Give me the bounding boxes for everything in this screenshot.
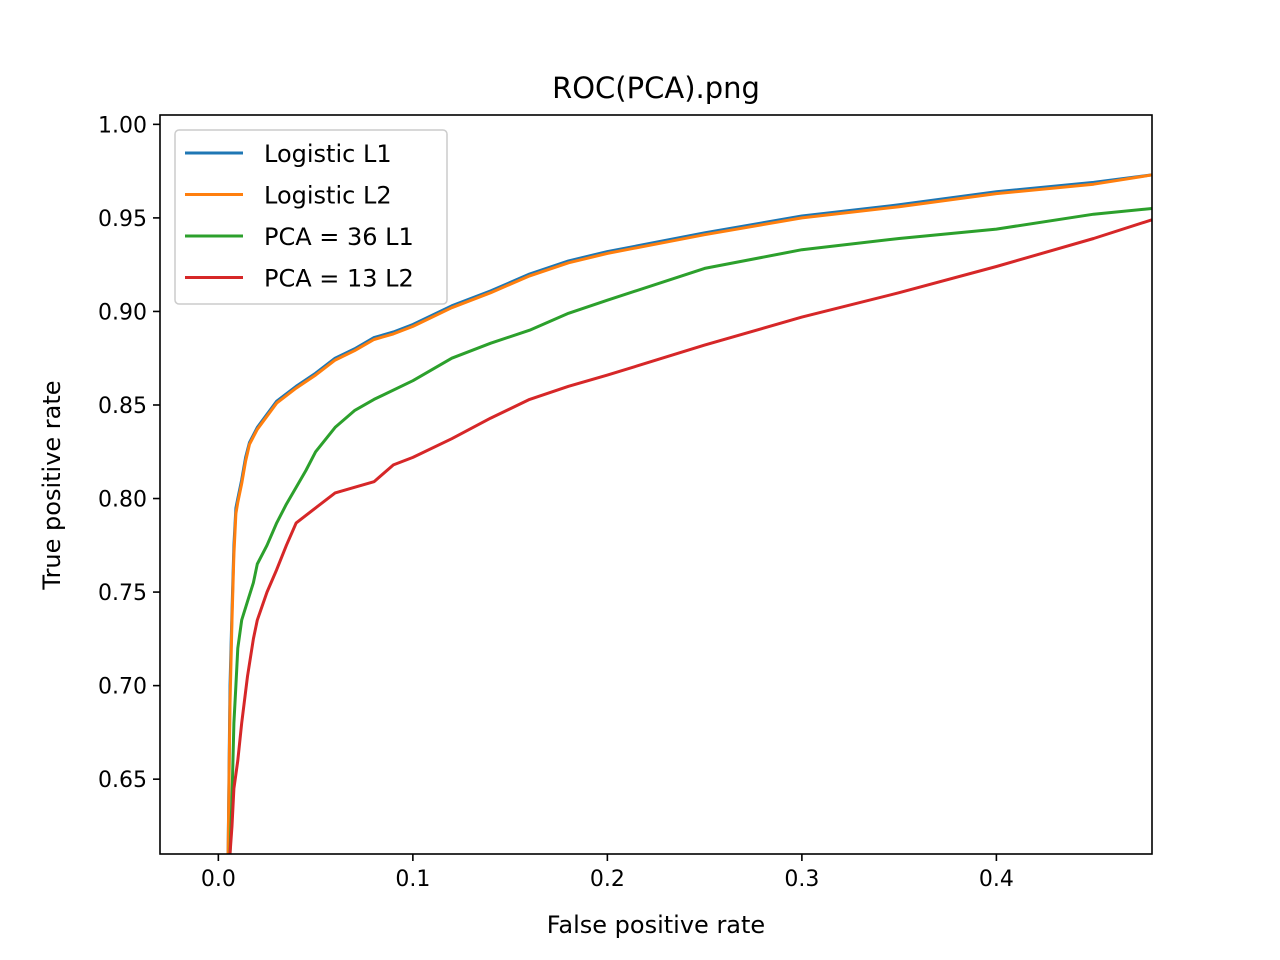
legend-frame (174, 129, 448, 305)
y-tick-label-7: 0.95 (98, 207, 147, 232)
x-tick-label-4: 0.3 (784, 867, 819, 892)
y-tick-label-1: 0.65 (98, 768, 147, 793)
y-tick-label-4: 0.80 (98, 488, 147, 513)
chart-title: ROC(PCA).png (552, 71, 760, 105)
legend-entries: Logistic L1 Logistic L2 PCA = 36 L1 PCA = 1… (185, 140, 414, 293)
series-line-4 (228, 218, 1152, 854)
x-tick-label-5: 0.4 (979, 867, 1014, 892)
y-axis-label: True positive rate (38, 380, 66, 590)
legend-label-1: Logistic L1 (264, 140, 392, 168)
y-tick-label-5: 0.85 (98, 394, 147, 419)
y-axis-ticks: 0.65 0.70 0.75 0.80 0.85 0.90 0.95 1.00 (98, 113, 160, 793)
y-tick-label-8: 1.00 (98, 113, 147, 138)
y-tick-label-3: 0.75 (98, 581, 147, 606)
x-axis-label: False positive rate (547, 911, 765, 939)
y-tick-label-2: 0.70 (98, 675, 147, 700)
series-line-3 (228, 207, 1152, 854)
legend-label-3: PCA = 36 L1 (264, 223, 414, 251)
legend: Logistic L1 Logistic L2 PCA = 36 L1 PCA = 1… (174, 129, 448, 305)
x-tick-label-2: 0.1 (395, 867, 430, 892)
y-tick-label-6: 0.90 (98, 300, 147, 325)
plot-frame (159, 114, 1153, 855)
legend-label-4: PCA = 13 L2 (264, 265, 414, 293)
x-tick-label-3: 0.2 (590, 867, 625, 892)
series-line-2 (226, 173, 1152, 854)
x-tick-label-1: 0.0 (201, 867, 236, 892)
series-layer (226, 173, 1152, 854)
x-axis-ticks: 0.0 0.1 0.2 0.3 0.4 (201, 854, 1014, 892)
legend-label-2: Logistic L2 (264, 182, 392, 210)
